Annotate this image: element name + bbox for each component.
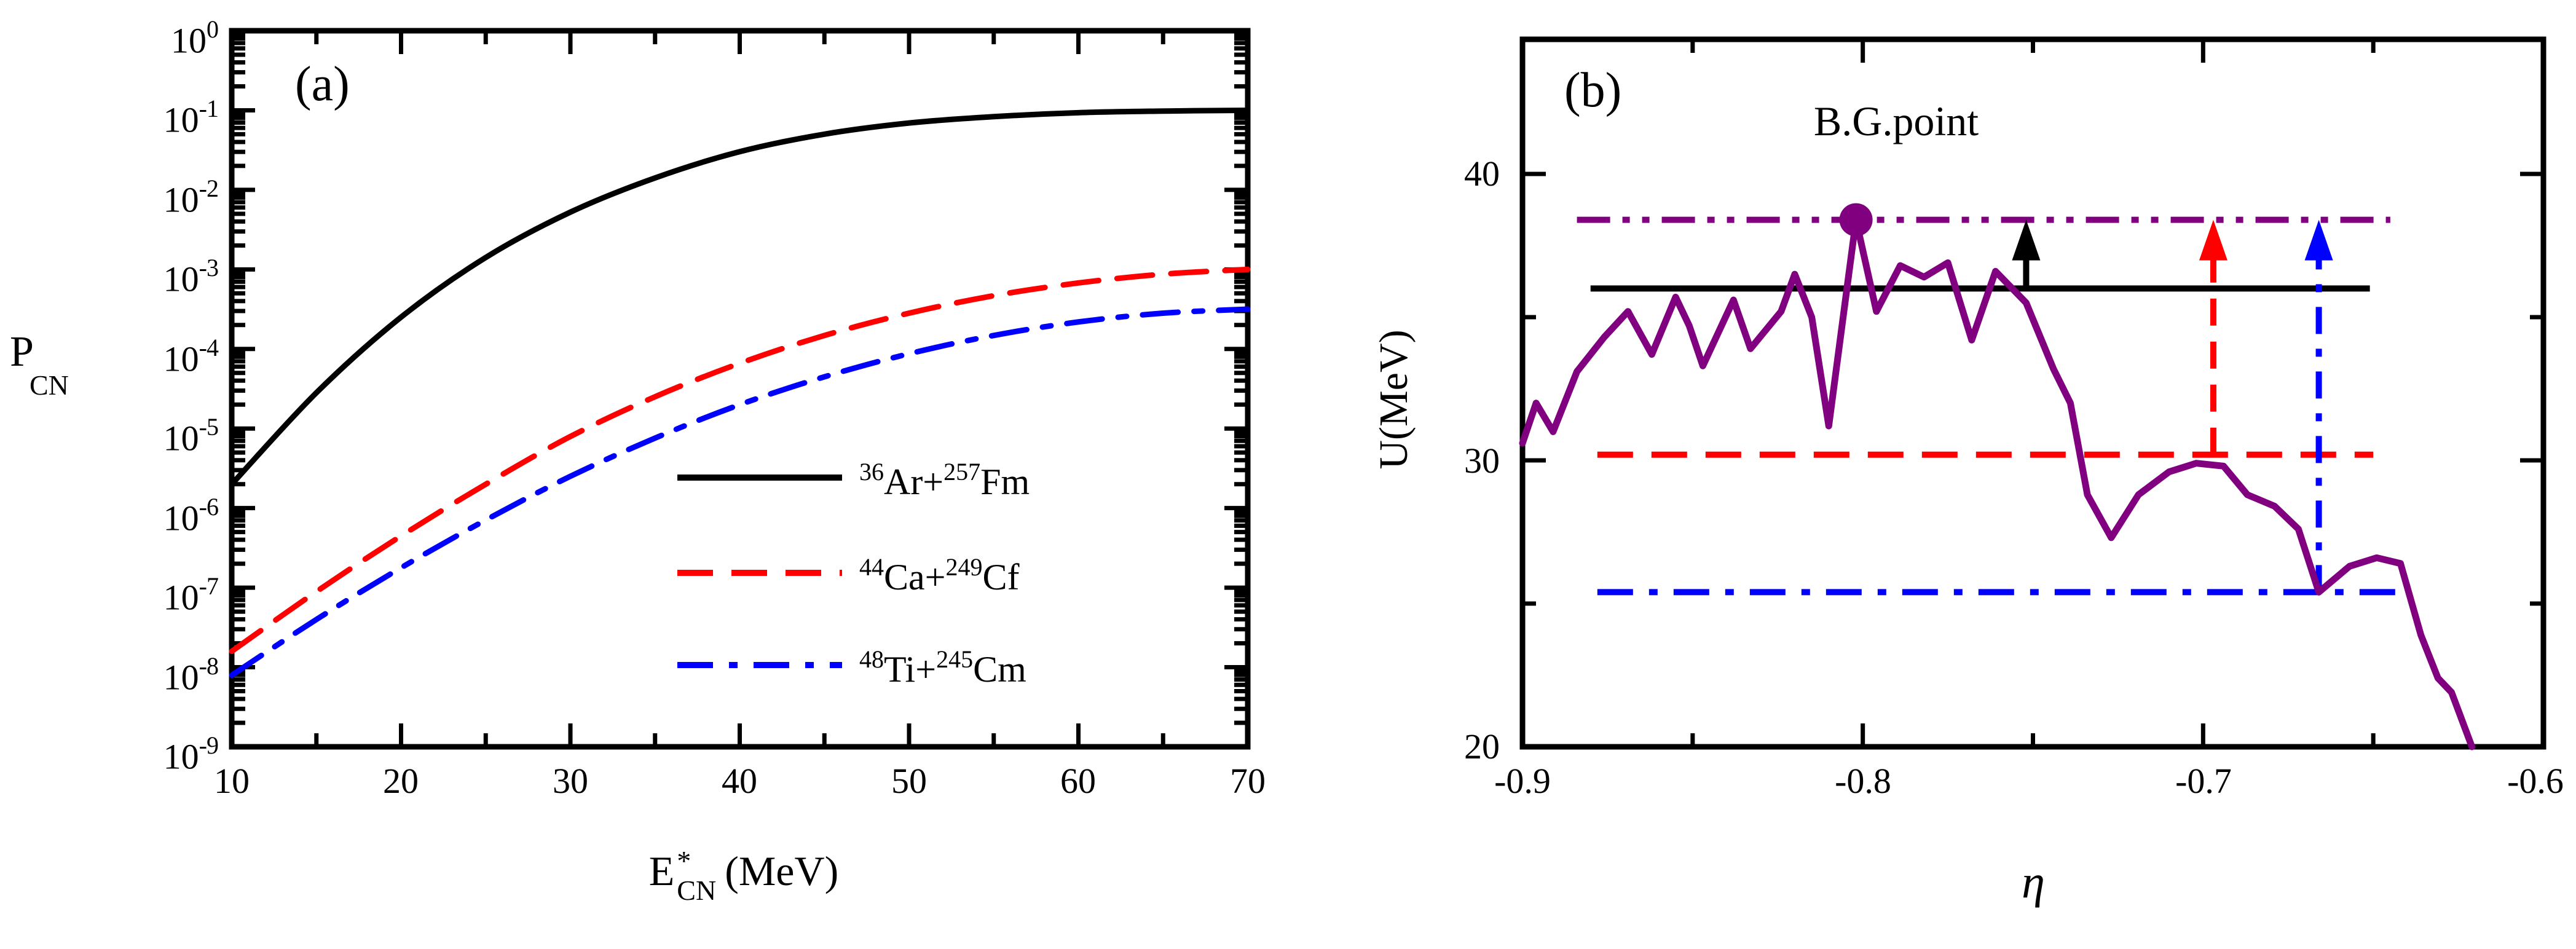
b-x-axis-title: η	[2022, 856, 2045, 908]
a-x-tick-30: 30	[553, 761, 588, 801]
a-x-tick-70: 70	[1230, 761, 1266, 801]
legend-line-solid	[677, 474, 842, 481]
curve-48Ti+245Cm	[229, 306, 1251, 678]
b-y-tick-40: 40	[1464, 154, 1500, 194]
a-y-tick-1e-5: 10-5	[163, 413, 219, 459]
a-y-tick-1e-6: 10-6	[163, 493, 219, 538]
b-y-tick-20: 20	[1464, 727, 1500, 766]
arrow-36Ar257Fm-head	[2012, 219, 2041, 261]
a-y-tick-1e-1: 10-1	[163, 95, 219, 140]
a-x-tick-60: 60	[1060, 761, 1096, 801]
curve-driving-potential	[1519, 216, 2476, 750]
b-y-axis-title: U(MeV)	[1371, 329, 1416, 470]
a-y-tick-1e-2: 10-2	[163, 175, 219, 220]
legend-item-48Ti-245Cm: 48Ti+245Cm	[676, 642, 1026, 688]
a-x-tick-50: 50	[891, 761, 927, 801]
a-y-tick-1e0: 100	[171, 15, 219, 61]
a-y-tick-1e-9: 10-9	[163, 731, 219, 777]
a-y-tick-1e-7: 10-7	[163, 572, 219, 618]
b-x-tick--0.8: -0.8	[1835, 761, 1891, 801]
bg-point-marker	[1839, 203, 1873, 237]
panel-a-frame	[229, 28, 1251, 750]
legend-line-dashdot	[677, 662, 842, 668]
bg-point-annotation: B.G.point	[1813, 98, 1979, 144]
arrow-44Ca249Cf-head	[2199, 219, 2227, 261]
b-x-tick--0.9: -0.9	[1494, 761, 1551, 801]
a-y-tick-1e-8: 10-8	[163, 652, 219, 698]
a-x-tick-20: 20	[383, 761, 419, 801]
a-y-tick-1e-4: 10-4	[163, 334, 219, 379]
legend-label: 36Ar+257Fm	[859, 458, 1030, 502]
b-x-tick--0.7: -0.7	[2175, 761, 2232, 801]
a-x-tick-10: 10	[214, 761, 250, 801]
curve-44Ca+249Cf	[229, 266, 1251, 655]
panel-b-label: (b)	[1564, 63, 1622, 117]
legend-item-44Ca-249Cf: 44Ca+249Cf	[676, 550, 1020, 596]
arrow-48Ti245Cm-head	[2304, 219, 2333, 261]
legend-item-36Ar-257Fm: 36Ar+257Fm	[676, 455, 1030, 500]
legend-label: 44Ca+249Cf	[859, 553, 1020, 597]
a-y-axis-title: P CN	[10, 328, 69, 401]
a-x-axis-title: E * CN (MeV)	[648, 845, 839, 906]
a-x-tick-40: 40	[722, 761, 757, 801]
curve-36Ar+257Fm	[229, 107, 1251, 487]
b-x-tick--0.6: -0.6	[2507, 761, 2564, 801]
panel-a-label: (a)	[295, 57, 350, 111]
legend-label: 48Ti+245Cm	[859, 645, 1026, 690]
legend-line-dashed	[677, 570, 842, 576]
a-y-tick-1e-3: 10-3	[163, 254, 219, 299]
b-y-tick-30: 30	[1464, 441, 1500, 481]
